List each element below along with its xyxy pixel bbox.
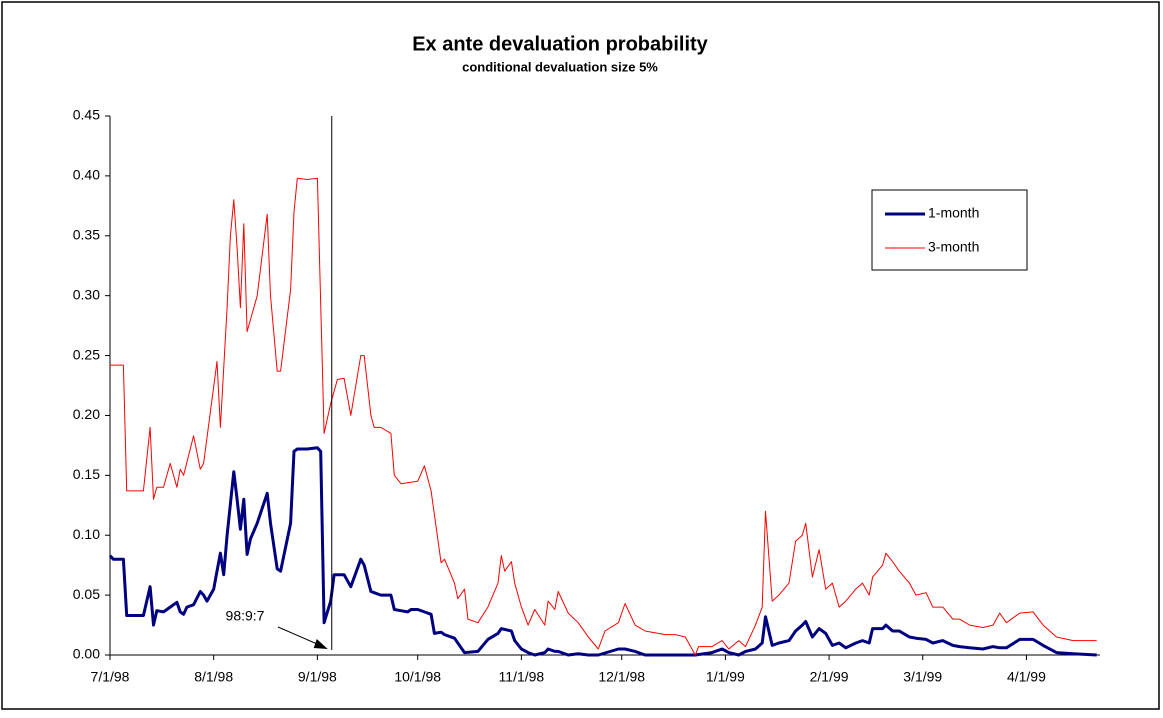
legend-label: 3-month bbox=[928, 239, 979, 255]
y-tick-label: 0.25 bbox=[73, 346, 100, 362]
legend-label: 1-month bbox=[928, 205, 979, 221]
x-tick-label: 11/1/98 bbox=[499, 669, 545, 685]
annotation-arrowhead bbox=[313, 639, 328, 649]
x-tick-label: 9/1/98 bbox=[298, 669, 337, 685]
y-tick-label: 0.00 bbox=[73, 646, 100, 662]
annotation-arrow bbox=[277, 626, 322, 647]
y-tick-label: 0.35 bbox=[73, 226, 100, 242]
x-tick-label: 4/1/99 bbox=[1007, 669, 1046, 685]
x-tick-label: 2/1/99 bbox=[810, 669, 849, 685]
x-tick-label: 10/1/98 bbox=[394, 669, 441, 685]
y-tick-label: 0.30 bbox=[73, 286, 100, 302]
x-tick-label: 8/1/98 bbox=[194, 669, 233, 685]
y-tick-label: 0.40 bbox=[73, 167, 100, 183]
x-tick-label: 7/1/98 bbox=[91, 669, 130, 685]
chart-subtitle: conditional devaluation size 5% bbox=[462, 59, 658, 74]
chart-title: Ex ante devaluation probability bbox=[412, 33, 708, 55]
y-tick-label: 0.10 bbox=[73, 526, 100, 542]
y-tick-label: 0.45 bbox=[73, 107, 100, 123]
x-tick-label: 1/1/99 bbox=[706, 669, 745, 685]
series-line bbox=[110, 177, 1097, 656]
y-tick-label: 0.15 bbox=[73, 466, 100, 482]
series-line bbox=[108, 446, 1097, 657]
y-tick-label: 0.05 bbox=[73, 586, 100, 602]
annotation-label: 98:9:7 bbox=[226, 608, 265, 624]
x-tick-label: 3/1/99 bbox=[903, 669, 942, 685]
x-tick-label: 12/1/98 bbox=[598, 669, 645, 685]
legend-box bbox=[871, 189, 1028, 271]
y-tick-label: 0.20 bbox=[73, 406, 100, 422]
